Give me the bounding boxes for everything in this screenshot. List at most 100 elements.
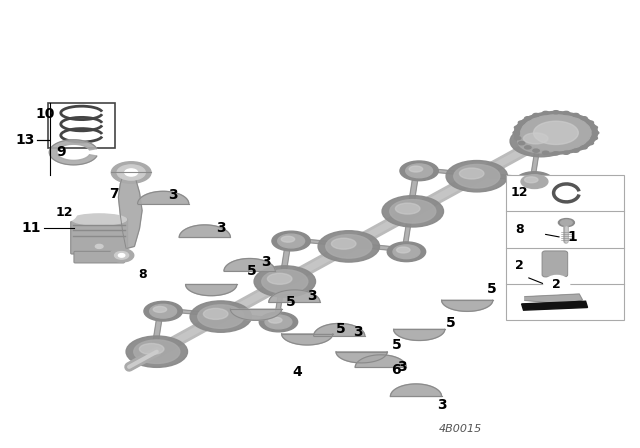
Polygon shape xyxy=(118,176,142,249)
Polygon shape xyxy=(525,294,582,304)
Text: 11: 11 xyxy=(21,221,40,236)
Polygon shape xyxy=(522,301,588,310)
Ellipse shape xyxy=(254,266,316,297)
FancyBboxPatch shape xyxy=(70,219,128,254)
Polygon shape xyxy=(408,167,419,211)
Ellipse shape xyxy=(198,305,244,328)
Text: 3: 3 xyxy=(353,324,364,339)
Text: 5: 5 xyxy=(335,322,346,336)
Polygon shape xyxy=(280,237,291,281)
Ellipse shape xyxy=(111,162,151,183)
Circle shape xyxy=(51,204,77,222)
Polygon shape xyxy=(314,323,365,336)
Ellipse shape xyxy=(269,317,282,323)
Text: 8: 8 xyxy=(515,223,524,236)
Ellipse shape xyxy=(326,235,372,258)
Ellipse shape xyxy=(525,177,538,183)
Ellipse shape xyxy=(117,165,145,180)
Polygon shape xyxy=(355,355,406,367)
Polygon shape xyxy=(282,334,333,345)
Ellipse shape xyxy=(268,273,292,284)
Text: 12: 12 xyxy=(55,206,73,220)
Ellipse shape xyxy=(561,220,572,225)
Text: 9: 9 xyxy=(56,145,66,159)
Text: 6: 6 xyxy=(390,362,401,377)
Ellipse shape xyxy=(134,340,180,363)
Ellipse shape xyxy=(115,252,129,259)
Ellipse shape xyxy=(318,231,380,262)
Ellipse shape xyxy=(533,113,540,116)
FancyBboxPatch shape xyxy=(48,103,115,148)
FancyBboxPatch shape xyxy=(74,251,124,263)
Ellipse shape xyxy=(95,245,103,248)
Ellipse shape xyxy=(118,254,125,257)
Ellipse shape xyxy=(518,129,564,153)
Ellipse shape xyxy=(204,308,228,319)
Polygon shape xyxy=(287,237,349,246)
Polygon shape xyxy=(442,300,493,311)
Ellipse shape xyxy=(150,304,177,318)
Ellipse shape xyxy=(525,146,531,149)
Ellipse shape xyxy=(513,131,520,134)
Ellipse shape xyxy=(563,112,570,115)
Ellipse shape xyxy=(524,133,548,144)
Polygon shape xyxy=(394,329,445,340)
Text: 3: 3 xyxy=(436,398,447,413)
Ellipse shape xyxy=(332,238,356,249)
Ellipse shape xyxy=(521,175,548,189)
Ellipse shape xyxy=(387,242,426,262)
Polygon shape xyxy=(138,191,189,204)
Text: 2: 2 xyxy=(552,278,561,291)
Text: 13: 13 xyxy=(16,133,35,147)
Ellipse shape xyxy=(153,306,166,312)
Ellipse shape xyxy=(533,149,540,152)
Text: 5: 5 xyxy=(246,264,257,278)
Ellipse shape xyxy=(390,199,436,223)
Ellipse shape xyxy=(144,302,182,321)
Polygon shape xyxy=(275,278,285,322)
Ellipse shape xyxy=(446,160,508,192)
Text: 10: 10 xyxy=(35,107,54,121)
Ellipse shape xyxy=(580,146,587,149)
Polygon shape xyxy=(49,140,97,165)
Ellipse shape xyxy=(396,203,420,214)
Text: 3: 3 xyxy=(307,289,317,303)
Text: 12: 12 xyxy=(511,186,529,199)
Ellipse shape xyxy=(525,116,531,120)
Polygon shape xyxy=(531,138,541,181)
Text: 2: 2 xyxy=(515,259,524,272)
Ellipse shape xyxy=(400,161,438,181)
Ellipse shape xyxy=(558,219,575,227)
Polygon shape xyxy=(403,208,413,252)
Ellipse shape xyxy=(382,196,444,227)
Ellipse shape xyxy=(553,111,559,114)
Text: 4B0015: 4B0015 xyxy=(439,424,483,434)
Text: 5: 5 xyxy=(286,295,296,310)
Polygon shape xyxy=(216,312,278,322)
Ellipse shape xyxy=(278,234,305,248)
Text: 4: 4 xyxy=(292,365,303,379)
Ellipse shape xyxy=(393,245,420,258)
Text: 5: 5 xyxy=(486,282,497,296)
Ellipse shape xyxy=(587,142,593,145)
Ellipse shape xyxy=(543,151,549,154)
Polygon shape xyxy=(415,167,477,176)
Ellipse shape xyxy=(515,172,554,191)
Polygon shape xyxy=(159,308,221,317)
Text: 3: 3 xyxy=(168,188,178,202)
Polygon shape xyxy=(224,258,275,271)
Ellipse shape xyxy=(587,121,593,124)
Ellipse shape xyxy=(518,142,525,145)
Ellipse shape xyxy=(534,121,579,145)
Ellipse shape xyxy=(573,149,579,152)
Text: 1: 1 xyxy=(568,230,578,245)
Ellipse shape xyxy=(580,116,587,120)
Text: 3: 3 xyxy=(397,360,407,375)
Polygon shape xyxy=(186,284,237,296)
Ellipse shape xyxy=(553,152,559,155)
Ellipse shape xyxy=(125,169,138,176)
Ellipse shape xyxy=(593,131,599,134)
Ellipse shape xyxy=(406,164,433,178)
Ellipse shape xyxy=(409,166,422,172)
Ellipse shape xyxy=(281,236,294,242)
